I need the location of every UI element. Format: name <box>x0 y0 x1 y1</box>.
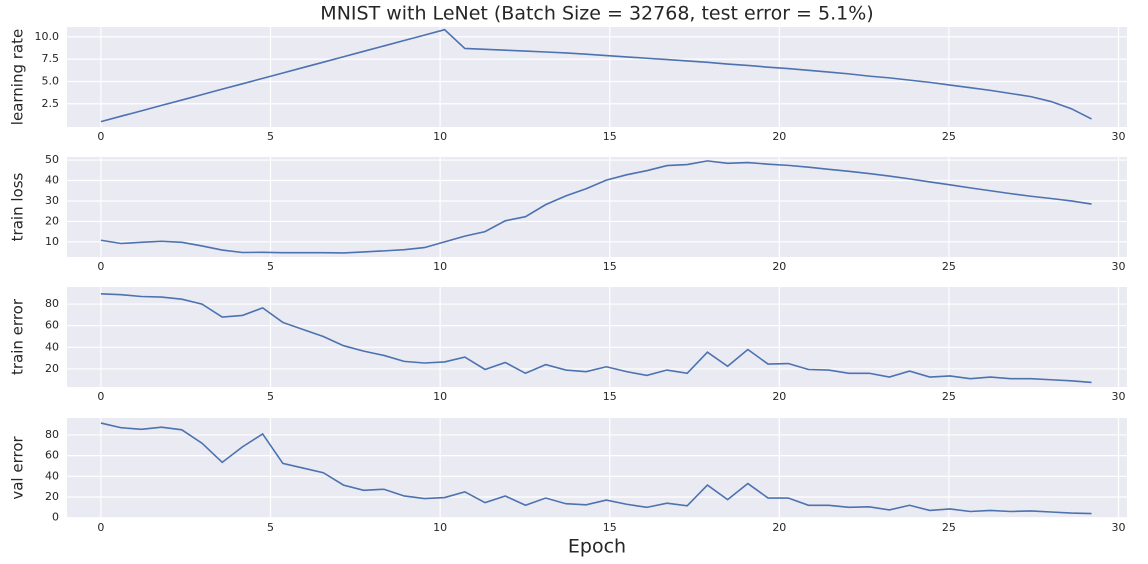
x-tick-label: 20 <box>772 130 786 143</box>
x-tick-label: 25 <box>942 260 956 273</box>
y-tick-label: 20 <box>45 362 59 375</box>
y-tick-label: 80 <box>45 297 59 310</box>
x-tick-label: 5 <box>267 130 274 143</box>
y-tick-label: 20 <box>45 214 59 227</box>
data-line <box>100 293 1092 384</box>
x-tick-label: 15 <box>603 130 617 143</box>
x-tick-label: 25 <box>942 390 956 403</box>
x-tick-label: 5 <box>267 260 274 273</box>
x-tick-label: 15 <box>603 260 617 273</box>
y-axis-label: train loss <box>9 172 27 241</box>
x-tick-label: 30 <box>1112 390 1126 403</box>
y-tick-label: 60 <box>45 449 59 462</box>
x-tick-label: 20 <box>772 260 786 273</box>
y-tick-label: 40 <box>45 340 59 353</box>
data-line <box>100 28 1092 123</box>
x-tick-label: 20 <box>772 390 786 403</box>
y-tick-label: 60 <box>45 319 59 332</box>
y-axis-label: train error <box>9 298 27 375</box>
x-tick-label: 0 <box>97 390 104 403</box>
x-tick-label: 10 <box>433 260 447 273</box>
chart-title: MNIST with LeNet (Batch Size = 32768, te… <box>320 3 873 25</box>
y-tick-label: 40 <box>45 469 59 482</box>
y-tick-label: 5.0 <box>42 74 60 87</box>
y-tick-label: 2.5 <box>42 97 60 110</box>
x-tick-label: 25 <box>942 521 956 534</box>
x-tick-label: 0 <box>97 260 104 273</box>
x-tick-label: 30 <box>1112 130 1126 143</box>
y-axis-label: learning rate <box>9 29 27 125</box>
x-tick-label: 0 <box>97 521 104 534</box>
x-tick-label: 10 <box>433 521 447 534</box>
x-tick-label: 0 <box>97 130 104 143</box>
y-tick-label: 7.5 <box>42 52 60 65</box>
x-tick-label: 5 <box>267 390 274 403</box>
y-tick-label: 50 <box>45 153 59 166</box>
y-tick-label: 40 <box>45 174 59 187</box>
x-tick-label: 20 <box>772 521 786 534</box>
y-tick-label: 30 <box>45 194 59 207</box>
y-axis-label: val error <box>9 436 27 500</box>
data-line <box>100 160 1092 254</box>
x-tick-label: 15 <box>603 390 617 403</box>
x-tick-label: 10 <box>433 390 447 403</box>
x-tick-label: 15 <box>603 521 617 534</box>
data-line <box>100 422 1092 515</box>
plot-area <box>67 27 1127 127</box>
x-axis-label: Epoch <box>568 536 626 558</box>
x-tick-label: 5 <box>267 521 274 534</box>
y-tick-label: 0 <box>52 511 59 524</box>
x-tick-label: 30 <box>1112 521 1126 534</box>
y-tick-label: 10 <box>45 235 59 248</box>
x-tick-label: 30 <box>1112 260 1126 273</box>
plot-area <box>67 157 1127 257</box>
y-tick-label: 80 <box>45 428 59 441</box>
y-tick-label: 10.0 <box>35 30 60 43</box>
x-tick-label: 10 <box>433 130 447 143</box>
x-tick-label: 25 <box>942 130 956 143</box>
plot-area <box>67 287 1127 387</box>
y-tick-label: 20 <box>45 490 59 503</box>
